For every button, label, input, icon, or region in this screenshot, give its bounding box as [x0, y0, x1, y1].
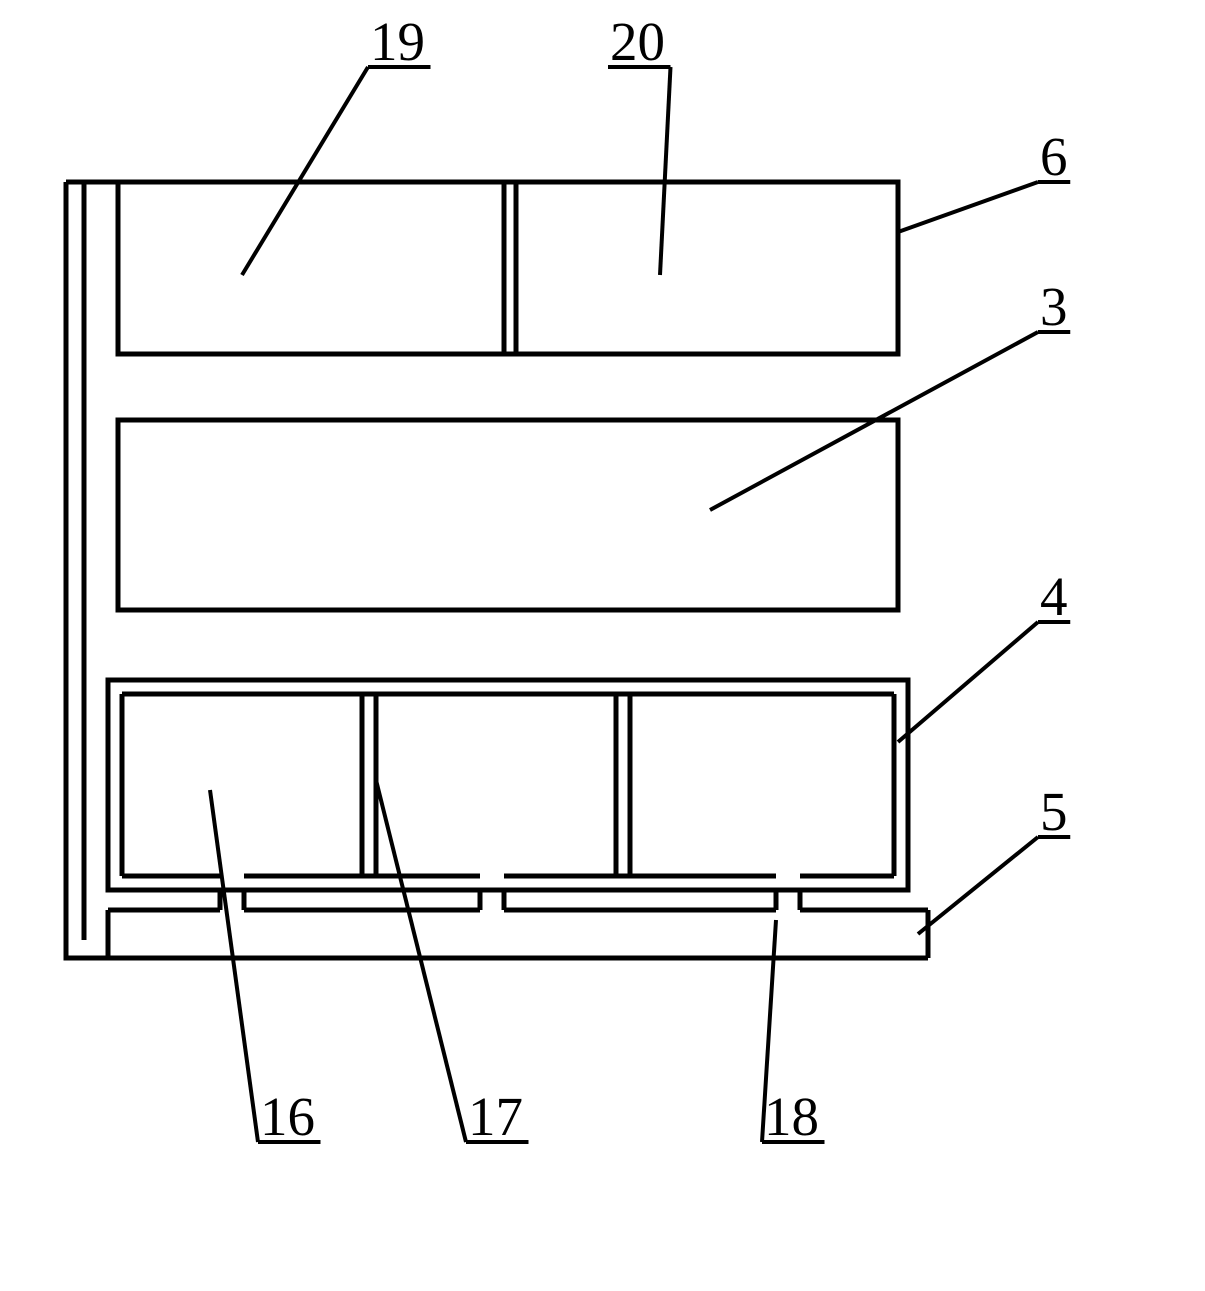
label-3: 3 [710, 276, 1070, 510]
label-18: 18 [762, 920, 825, 1147]
label-17: 17 [376, 780, 529, 1147]
label-4-leader [898, 622, 1038, 742]
label-4: 4 [898, 566, 1070, 742]
label-17-leader [376, 780, 466, 1142]
label-18-text: 18 [764, 1086, 819, 1147]
label-5-leader [918, 837, 1038, 934]
label-19: 19 [242, 11, 431, 275]
label-17-text: 17 [468, 1086, 523, 1147]
label-4-text: 4 [1040, 566, 1068, 627]
top-box-6 [118, 182, 898, 354]
label-6: 6 [898, 126, 1070, 232]
label-19-text: 19 [370, 11, 425, 72]
label-20: 20 [608, 11, 671, 275]
label-20-leader [660, 67, 671, 275]
cell-row-outer-4 [108, 680, 908, 890]
label-5: 5 [918, 781, 1070, 934]
label-5-text: 5 [1040, 781, 1068, 842]
label-16-leader [210, 790, 258, 1142]
label-6-leader [898, 182, 1038, 232]
label-16: 16 [210, 790, 321, 1147]
label-3-text: 3 [1040, 276, 1068, 337]
label-6-text: 6 [1040, 126, 1068, 187]
left-pipe-outer [66, 182, 928, 958]
label-19-leader [242, 67, 368, 275]
mid-box-3 [118, 420, 898, 610]
label-16-text: 16 [260, 1086, 315, 1147]
label-20-text: 20 [610, 11, 665, 72]
